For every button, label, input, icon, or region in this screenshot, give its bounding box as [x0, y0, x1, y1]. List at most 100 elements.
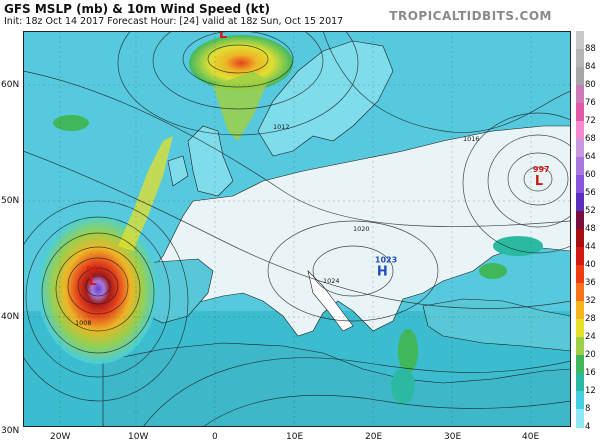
- lon-label: 0: [212, 432, 218, 442]
- legend-swatch: [576, 49, 584, 68]
- contour-label: 1008: [75, 319, 92, 327]
- legend-label: 64: [585, 152, 596, 162]
- map-subtitle: Init: 18z Oct 14 2017 Forecast Hour: [24…: [4, 16, 343, 27]
- lon-label: 30E: [444, 432, 462, 442]
- lon-label: 10W: [128, 432, 149, 442]
- low-pressure-symbol: L: [89, 274, 97, 289]
- legend-swatch: [576, 211, 584, 230]
- iberia-jet-streak: [118, 136, 173, 251]
- graticule: [23, 31, 571, 427]
- legend-label: 12: [585, 386, 596, 396]
- isobar: [67, 257, 129, 315]
- isobar: [77, 267, 119, 305]
- legend-label: 36: [585, 278, 596, 288]
- legend-label: 8: [585, 404, 591, 414]
- legend-label: 48: [585, 224, 596, 234]
- contour-label: 1012: [273, 123, 290, 131]
- isobar: [312, 245, 394, 297]
- legend-swatch: [576, 265, 584, 284]
- black-sea-wind-patch-2: [479, 263, 507, 279]
- forecast-hour: Forecast Hour: [24]: [107, 16, 199, 27]
- aegean-wind-patch-2: [391, 368, 415, 404]
- legend-label: 44: [585, 242, 596, 252]
- legend-label: 76: [585, 98, 596, 108]
- legend-label: 68: [585, 134, 596, 144]
- legend-swatch: [576, 229, 584, 248]
- wind-speed-swaths: [38, 35, 543, 404]
- isobar: [23, 70, 571, 227]
- isobar: [267, 220, 439, 322]
- legend-swatch: [576, 409, 584, 428]
- legend-swatch: [576, 373, 584, 392]
- lon-label: 10E: [286, 432, 304, 442]
- isobar: [117, 31, 359, 136]
- lon-label: 40E: [522, 432, 540, 442]
- init-time: Init: 18z Oct 14 2017: [4, 16, 105, 27]
- legend-label: 80: [585, 80, 596, 90]
- high-pressure-symbol: H: [377, 265, 388, 280]
- pressure-center-value: 997: [533, 165, 550, 174]
- isobar: [462, 112, 571, 254]
- legend-swatch: [576, 157, 584, 176]
- low-pressure-symbol: L: [535, 174, 543, 189]
- lat-label: 40N: [1, 312, 20, 322]
- wind-speed-legend: 88 84 80 76 72 68 64 60 56 52 48 44 40 36 32 28 24 20 16 12…: [576, 31, 600, 432]
- legend-label: 24: [585, 332, 596, 342]
- pressure-center-value: 950: [87, 265, 104, 274]
- legend-swatch: [576, 31, 584, 50]
- map-frame: [23, 31, 571, 427]
- isobar: [182, 31, 294, 88]
- atlantic-wind-patch: [53, 115, 89, 131]
- lon-label: 20E: [365, 432, 383, 442]
- isobar: [25, 216, 171, 378]
- isobar: [55, 246, 141, 332]
- legend-label: 28: [585, 314, 596, 324]
- valid-time: valid at 18z Sun, Oct 15 2017: [201, 16, 344, 27]
- legend-label: 40: [585, 260, 596, 270]
- land-masses: [102, 40, 571, 427]
- aegean-wind-patch: [398, 329, 418, 373]
- pressure-centers: 991L950L997L1023H: [87, 31, 550, 289]
- isobar: [487, 134, 571, 228]
- contour-label: 1020: [353, 225, 370, 233]
- isobars: [23, 31, 571, 427]
- legend-swatch: [576, 247, 584, 266]
- legend-swatch: [576, 139, 584, 158]
- legend-label: 52: [585, 206, 596, 216]
- isobar: [152, 31, 324, 110]
- turkey-land: [422, 298, 571, 352]
- legend-swatch: [576, 301, 584, 320]
- low-pressure-symbol: L: [219, 31, 227, 42]
- isobar: [23, 150, 571, 309]
- pressure-center-value: 1023: [375, 256, 397, 265]
- lon-label: 20W: [50, 432, 71, 442]
- legend-swatch: [576, 103, 584, 122]
- contour-label: 1016: [463, 135, 480, 143]
- legend-label: 4: [585, 422, 591, 432]
- map-title: GFS MSLP (mb) & 10m Wind Speed (kt): [4, 2, 270, 16]
- legend-label: 16: [585, 368, 596, 378]
- brand-watermark: TROPICALTIDBITS.COM: [389, 9, 552, 23]
- isobar: [85, 275, 111, 297]
- legend-label: 84: [585, 62, 596, 72]
- black-sea-wind-patch: [493, 236, 543, 256]
- isobar: [207, 44, 269, 74]
- legend-swatch: [576, 391, 584, 410]
- legend-swatch: [576, 337, 584, 356]
- british-isles-land: [187, 125, 234, 197]
- legend-swatch: [576, 319, 584, 338]
- ireland-land: [167, 155, 189, 187]
- legend-label: 60: [585, 170, 596, 180]
- isobar: [523, 166, 553, 192]
- north-africa-land: [102, 342, 571, 427]
- legend-label: 32: [585, 296, 596, 306]
- lat-label: 50N: [1, 196, 20, 206]
- legend-label: 56: [585, 188, 596, 198]
- legend-label: 88: [585, 44, 596, 54]
- legend-swatch: [576, 85, 584, 104]
- contour-label: 1024: [323, 277, 340, 285]
- iberian-cyclone-wind-swath: [38, 214, 158, 364]
- north-sea-wind-band: [213, 71, 268, 141]
- legend-swatch: [576, 193, 584, 212]
